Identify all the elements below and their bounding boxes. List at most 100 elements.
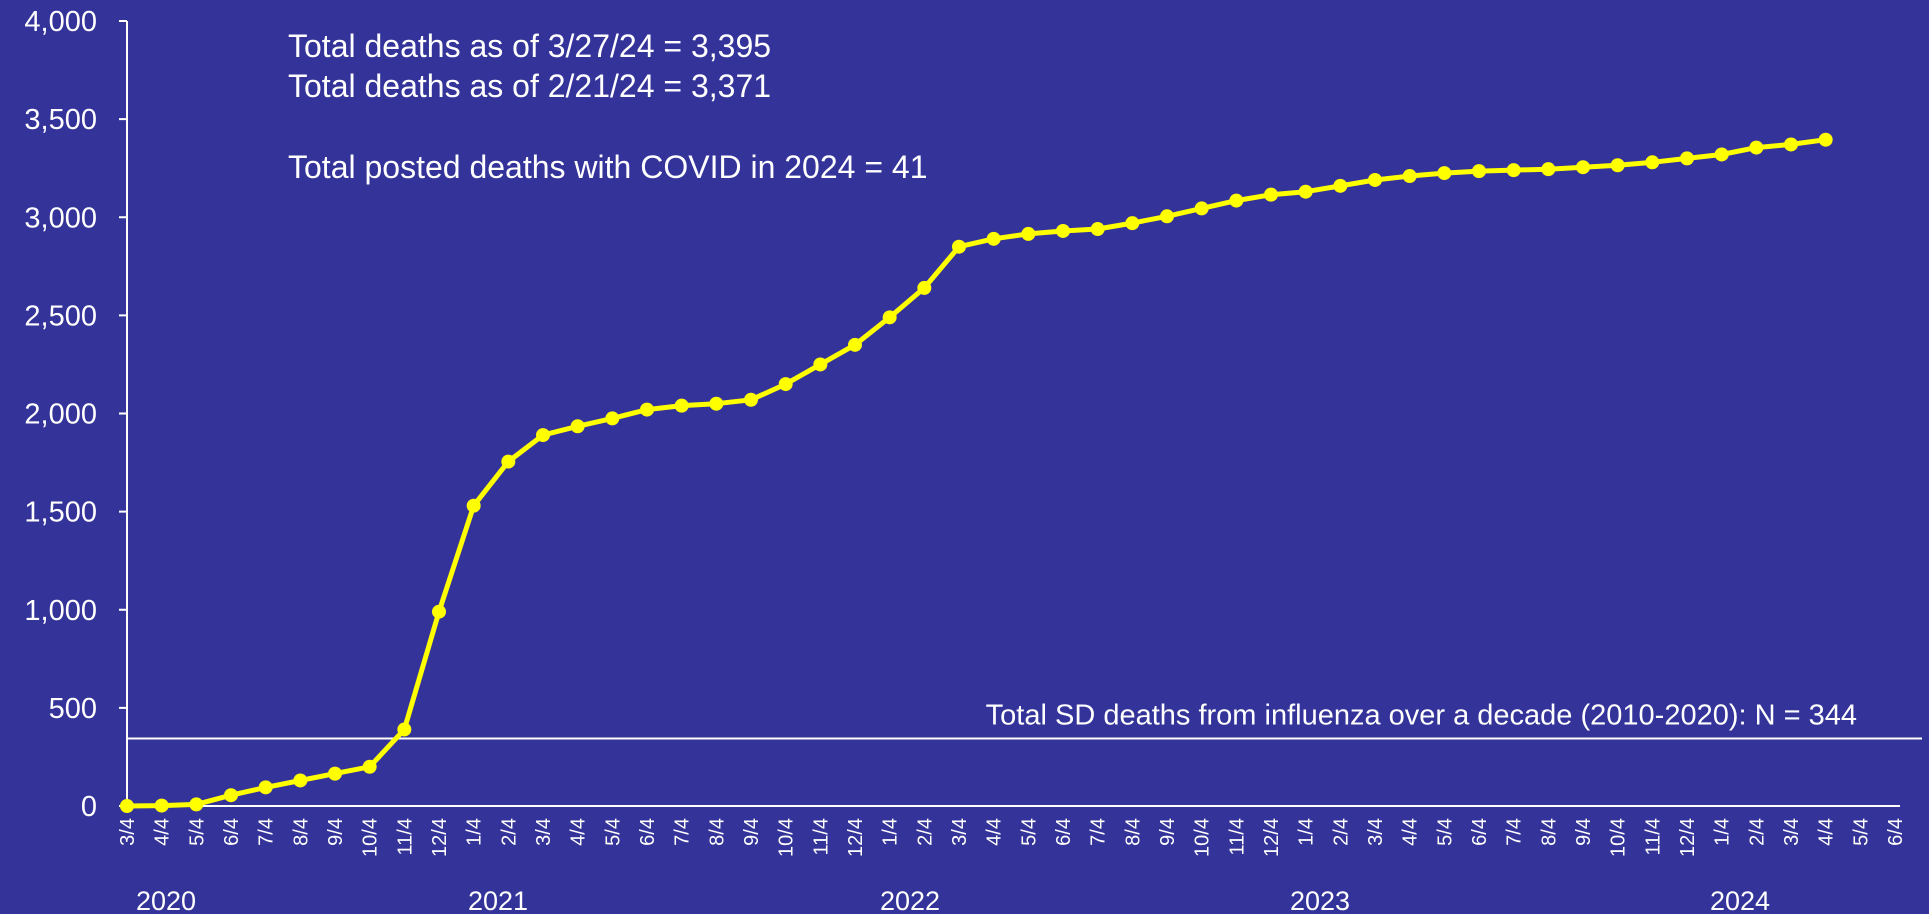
data-point — [1125, 216, 1140, 231]
y-tick-label: 4,000 — [24, 6, 97, 38]
reference-label: Total SD deaths from influenza over a de… — [986, 699, 1857, 731]
data-point — [432, 604, 446, 619]
annotation: Total deaths as of 3/27/24 = 3,395 — [288, 28, 771, 64]
x-tick-label: 11/4 — [1642, 818, 1664, 855]
x-tick-label: 7/4 — [1088, 818, 1110, 846]
x-tick-label: 10/4 — [360, 818, 382, 857]
data-point — [154, 798, 169, 813]
data-point — [917, 280, 932, 295]
data-point — [1194, 201, 1209, 216]
x-tick-label: 3/4 — [117, 818, 139, 846]
x-tick-label: 4/4 — [568, 818, 590, 846]
x-tick-label: 8/4 — [706, 818, 728, 846]
x-tick-label: 4/4 — [152, 818, 174, 846]
x-tick-label: 3/4 — [1365, 818, 1387, 846]
x-tick-label: 12/4 — [1261, 818, 1283, 857]
x-tick-label: 6/4 — [221, 818, 243, 846]
data-point — [293, 773, 308, 788]
data-point — [328, 766, 342, 781]
y-tick-label: 3,500 — [24, 104, 97, 136]
year-label: 2021 — [468, 886, 528, 914]
data-point — [1749, 140, 1764, 155]
data-point — [1402, 169, 1417, 184]
year-label: 2020 — [136, 886, 196, 914]
y-tick-label: 3,000 — [24, 202, 97, 234]
x-tick-label: 3/4 — [1781, 818, 1803, 846]
x-tick-label: 8/4 — [1122, 818, 1144, 846]
data-point — [744, 392, 758, 407]
x-tick-label: 5/4 — [1850, 818, 1872, 846]
x-tick-label: 5/4 — [1434, 818, 1456, 846]
x-tick-label: 6/4 — [637, 818, 659, 846]
x-tick-label: 1/4 — [464, 818, 486, 846]
data-point — [224, 788, 238, 803]
x-tick-label: 12/4 — [845, 818, 867, 857]
x-tick-label: 4/4 — [1816, 818, 1838, 846]
data-point — [1784, 137, 1798, 152]
y-tick-label: 500 — [49, 693, 97, 725]
data-point — [189, 797, 204, 812]
x-tick-label: 7/4 — [1504, 818, 1526, 846]
data-point — [258, 780, 273, 795]
x-tick-label: 1/4 — [880, 818, 902, 846]
data-point — [1610, 158, 1625, 173]
data-point — [536, 428, 550, 443]
annotation: Total deaths as of 2/21/24 = 3,371 — [288, 68, 771, 104]
y-tick-label: 1,000 — [24, 595, 97, 627]
x-tick-label: 3/4 — [533, 818, 555, 846]
x-tick-label: 10/4 — [776, 818, 798, 857]
data-point — [848, 337, 862, 352]
data-point — [466, 498, 481, 513]
y-tick-label: 0 — [81, 791, 97, 823]
x-tick-label: 4/4 — [984, 818, 1006, 846]
data-point — [1090, 222, 1105, 237]
data-point — [570, 419, 585, 434]
year-label: 2022 — [880, 886, 940, 914]
x-tick-label: 1/4 — [1712, 818, 1734, 846]
x-tick-label: 6/4 — [1053, 818, 1075, 846]
y-tick-label: 2,500 — [24, 300, 97, 332]
annotation: Total posted deaths with COVID in 2024 =… — [288, 149, 928, 185]
x-tick-label: 5/4 — [1018, 818, 1040, 846]
data-point — [778, 377, 793, 392]
year-label: 2024 — [1710, 886, 1770, 914]
data-point — [1368, 172, 1382, 187]
data-point — [1264, 187, 1278, 202]
x-tick-label: 4/4 — [1400, 818, 1422, 846]
x-tick-label: 8/4 — [290, 818, 312, 846]
x-tick-label: 10/4 — [1608, 818, 1630, 857]
x-tick-label: 2/4 — [498, 818, 520, 846]
data-point — [1021, 226, 1036, 241]
x-tick-label: 9/4 — [325, 818, 347, 846]
x-tick-label: 5/4 — [186, 818, 208, 846]
x-tick-label: 7/4 — [672, 818, 694, 846]
data-point — [882, 310, 897, 325]
data-point — [952, 239, 966, 254]
x-tick-label: 5/4 — [602, 818, 624, 846]
data-point — [1818, 132, 1833, 147]
x-tick-label: 3/4 — [949, 818, 971, 846]
x-tick-label: 7/4 — [256, 818, 278, 846]
year-label: 2023 — [1290, 886, 1350, 914]
x-tick-label: 9/4 — [1573, 818, 1595, 846]
data-point — [501, 454, 516, 469]
data-point — [709, 396, 724, 411]
data-point — [1506, 163, 1521, 178]
data-point — [1576, 160, 1590, 175]
x-tick-label: 9/4 — [741, 818, 763, 846]
data-point — [397, 722, 412, 737]
data-point — [362, 759, 377, 774]
x-tick-label: 6/4 — [1469, 818, 1491, 846]
data-point — [674, 398, 689, 413]
x-tick-label: 12/4 — [429, 818, 451, 857]
x-tick-label: 1/4 — [1296, 818, 1318, 846]
data-point — [120, 799, 134, 813]
data-point — [1437, 166, 1452, 181]
y-tick-label: 1,500 — [24, 497, 97, 529]
x-tick-label: 2/4 — [1330, 818, 1352, 846]
x-tick-label: 6/4 — [1885, 818, 1907, 846]
x-tick-label: 8/4 — [1538, 818, 1560, 846]
data-point — [813, 357, 828, 372]
data-point — [1645, 155, 1660, 170]
